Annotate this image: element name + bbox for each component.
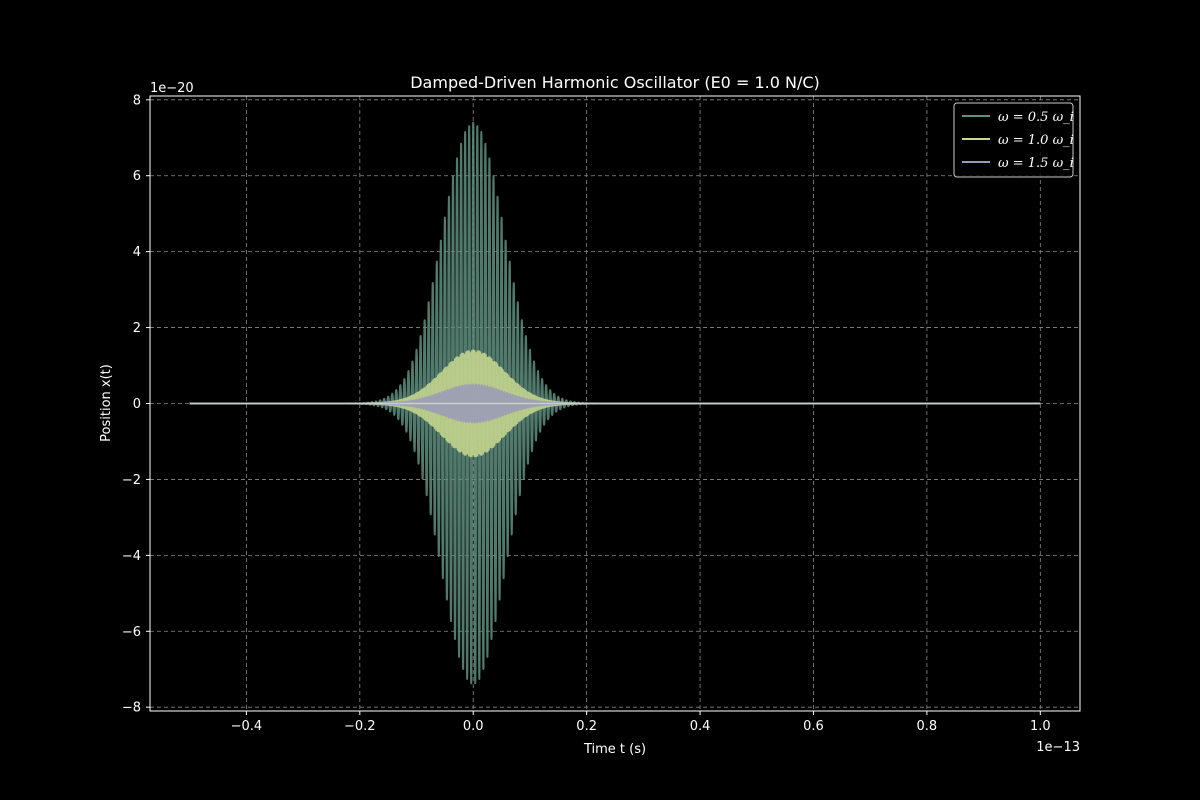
series-layer xyxy=(190,123,1041,684)
y-tick-label: −6 xyxy=(122,625,141,640)
y-tick-label: −8 xyxy=(122,701,141,716)
x-tick-label: 1.0 xyxy=(1030,719,1051,734)
x-tick-label: 0.8 xyxy=(917,719,938,734)
x-axis-label: Time t (s) xyxy=(583,742,646,757)
legend-label: ω = 0.5 ω_i xyxy=(998,110,1074,125)
legend-label: ω = 1.0 ω_i xyxy=(998,133,1074,148)
y-axis-label: Position x(t) xyxy=(99,364,114,442)
x-tick-label: 0.6 xyxy=(803,719,824,734)
x-axis-multiplier: 1e−13 xyxy=(1036,740,1080,755)
y-tick-label: 0 xyxy=(133,397,141,412)
legend-label: ω = 1.5 ω_i xyxy=(998,156,1074,171)
y-axis-multiplier: 1e−20 xyxy=(150,81,194,96)
ticks: −0.4 −0.2 0.0 0.2 0.4 0.6 0.8 1.0 −8 −6 −4 −2 0 2 4 6 8 xyxy=(122,93,1051,734)
x-tick-label: 0.2 xyxy=(576,719,597,734)
legend: ω = 0.5 ω_i ω = 1.0 ω_i ω = 1.5 ω_i xyxy=(954,103,1074,177)
chart-title: Damped-Driven Harmonic Oscillator (E0 = … xyxy=(410,73,820,92)
y-tick-label: −4 xyxy=(122,549,141,564)
y-tick-label: 6 xyxy=(133,169,141,184)
y-tick-label: 4 xyxy=(133,245,141,260)
y-tick-label: 2 xyxy=(133,321,141,336)
x-tick-label: −0.2 xyxy=(344,719,376,734)
y-tick-label: −2 xyxy=(122,473,141,488)
x-tick-label: 0.0 xyxy=(463,719,484,734)
y-tick-label: 8 xyxy=(133,93,141,108)
x-tick-label: 0.4 xyxy=(690,719,711,734)
x-tick-label: −0.4 xyxy=(231,719,263,734)
